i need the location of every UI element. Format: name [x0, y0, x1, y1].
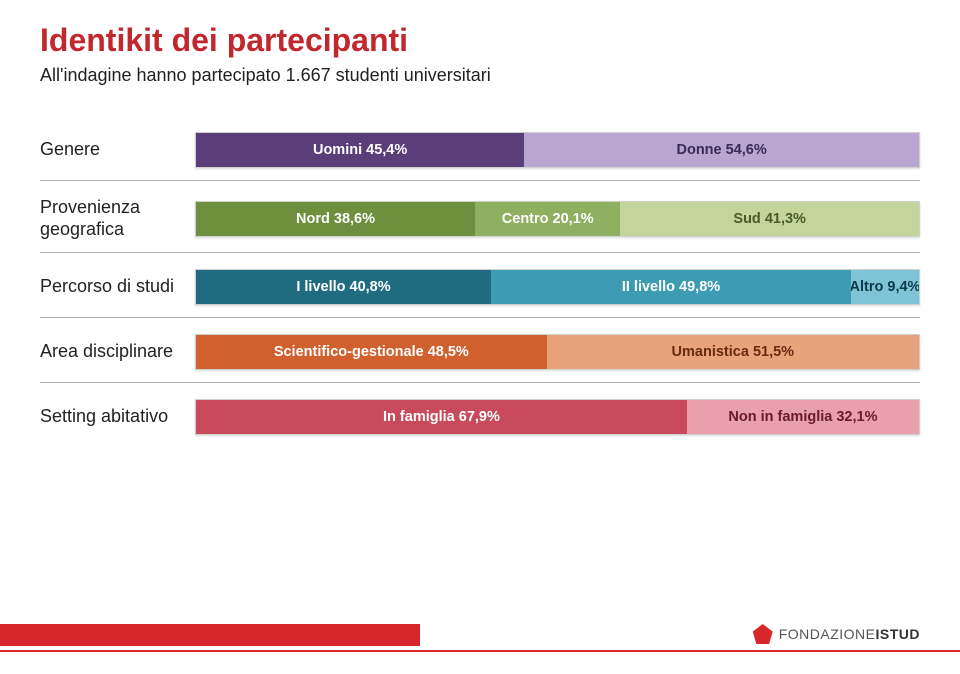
stacked-bar: In famiglia 67,9%Non in famiglia 32,1%: [195, 399, 920, 435]
bar-segment: Scientifico-gestionale 48,5%: [196, 335, 547, 369]
bar-segment: Altro 9,4%: [851, 270, 919, 304]
stacked-bar-chart: GenereUomini 45,4%Donne 54,6%Provenienza…: [40, 116, 920, 447]
page-title: Identikit dei partecipanti: [40, 22, 920, 59]
stacked-bar: Uomini 45,4%Donne 54,6%: [195, 132, 920, 168]
stacked-bar: Nord 38,6%Centro 20,1%Sud 41,3%: [195, 201, 920, 237]
page-subtitle: All'indagine hanno partecipato 1.667 stu…: [40, 65, 920, 86]
stacked-bar: I livello 40,8%II livello 49,8%Altro 9,4…: [195, 269, 920, 305]
chart-row: Area disciplinareScientifico-gestionale …: [40, 318, 920, 383]
bar-segment: II livello 49,8%: [491, 270, 851, 304]
bar-segment: Uomini 45,4%: [196, 133, 524, 167]
footer-red-line: [0, 650, 960, 652]
row-label: Area disciplinare: [40, 341, 195, 363]
logo-icon: [753, 624, 773, 644]
chart-row: Setting abitativoIn famiglia 67,9%Non in…: [40, 383, 920, 447]
bar-segment: Centro 20,1%: [475, 202, 620, 236]
bar-segment: Sud 41,3%: [620, 202, 919, 236]
bar-segment: I livello 40,8%: [196, 270, 491, 304]
footer-red-bar: [0, 624, 420, 646]
bar-segment: In famiglia 67,9%: [196, 400, 687, 434]
row-label: Percorso di studi: [40, 276, 195, 298]
chart-row: Percorso di studiI livello 40,8%II livel…: [40, 253, 920, 318]
footer-logo: FONDAZIONEISTUD: [753, 624, 920, 644]
logo-text: FONDAZIONEISTUD: [779, 626, 920, 642]
row-label: Setting abitativo: [40, 406, 195, 428]
stacked-bar: Scientifico-gestionale 48,5%Umanistica 5…: [195, 334, 920, 370]
bar-segment: Donne 54,6%: [524, 133, 919, 167]
bar-segment: Non in famiglia 32,1%: [687, 400, 919, 434]
chart-row: Provenienza geograficaNord 38,6%Centro 2…: [40, 181, 920, 253]
bar-segment: Umanistica 51,5%: [547, 335, 919, 369]
row-label: Genere: [40, 139, 195, 161]
row-label: Provenienza geografica: [40, 197, 195, 240]
chart-row: GenereUomini 45,4%Donne 54,6%: [40, 116, 920, 181]
bar-segment: Nord 38,6%: [196, 202, 475, 236]
